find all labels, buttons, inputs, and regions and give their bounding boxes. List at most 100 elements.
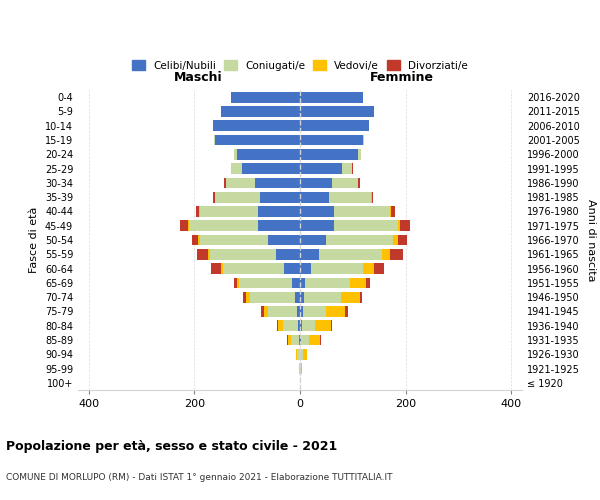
- Bar: [309, 334, 320, 345]
- Bar: [291, 334, 299, 345]
- Bar: [300, 278, 305, 288]
- Text: Popolazione per età, sesso e stato civile - 2021: Popolazione per età, sesso e stato civil…: [6, 440, 337, 453]
- Bar: [302, 306, 326, 317]
- Bar: [300, 192, 329, 202]
- Bar: [300, 106, 374, 117]
- Bar: [298, 306, 300, 317]
- Bar: [350, 278, 366, 288]
- Bar: [262, 306, 264, 317]
- Bar: [258, 206, 300, 217]
- Bar: [213, 120, 300, 131]
- Text: COMUNE DI MORLUPO (RM) - Dati ISTAT 1° gennaio 2021 - Elaborazione TUTTITALIA.IT: COMUNE DI MORLUPO (RM) - Dati ISTAT 1° g…: [6, 473, 392, 482]
- Bar: [278, 320, 283, 331]
- Bar: [255, 178, 300, 188]
- Text: Femmine: Femmine: [370, 71, 434, 84]
- Bar: [231, 163, 242, 174]
- Bar: [231, 92, 300, 102]
- Bar: [358, 149, 361, 160]
- Bar: [341, 292, 360, 302]
- Bar: [211, 263, 221, 274]
- Bar: [300, 292, 304, 302]
- Bar: [198, 234, 200, 246]
- Bar: [223, 263, 284, 274]
- Bar: [319, 249, 382, 260]
- Bar: [214, 192, 215, 202]
- Bar: [342, 163, 352, 174]
- Bar: [208, 249, 210, 260]
- Bar: [292, 278, 300, 288]
- Text: Maschi: Maschi: [173, 71, 222, 84]
- Bar: [250, 292, 295, 302]
- Bar: [364, 263, 374, 274]
- Bar: [300, 320, 302, 331]
- Y-axis label: Fasce di età: Fasce di età: [29, 207, 39, 273]
- Bar: [296, 349, 298, 360]
- Bar: [301, 334, 309, 345]
- Bar: [242, 163, 300, 174]
- Bar: [200, 234, 268, 246]
- Y-axis label: Anni di nascita: Anni di nascita: [586, 198, 596, 281]
- Bar: [264, 306, 268, 317]
- Bar: [258, 220, 300, 231]
- Bar: [245, 292, 250, 302]
- Bar: [390, 206, 391, 217]
- Bar: [329, 192, 371, 202]
- Bar: [352, 163, 353, 174]
- Bar: [284, 263, 300, 274]
- Bar: [300, 220, 334, 231]
- Bar: [400, 220, 410, 231]
- Bar: [300, 120, 369, 131]
- Bar: [358, 178, 360, 188]
- Bar: [315, 320, 331, 331]
- Bar: [391, 206, 395, 217]
- Bar: [390, 249, 403, 260]
- Bar: [300, 234, 326, 246]
- Bar: [221, 106, 300, 117]
- Bar: [332, 178, 358, 188]
- Bar: [302, 320, 315, 331]
- Bar: [234, 149, 236, 160]
- Bar: [302, 349, 307, 360]
- Bar: [301, 363, 302, 374]
- Bar: [277, 320, 278, 331]
- Bar: [300, 334, 301, 345]
- Bar: [268, 306, 298, 317]
- Bar: [180, 220, 188, 231]
- Bar: [298, 349, 300, 360]
- Bar: [300, 306, 302, 317]
- Bar: [221, 263, 223, 274]
- Bar: [300, 92, 364, 102]
- Bar: [239, 278, 292, 288]
- Bar: [196, 206, 199, 217]
- Bar: [305, 278, 350, 288]
- Bar: [372, 192, 373, 202]
- Bar: [260, 192, 300, 202]
- Legend: Celibi/Nubili, Coniugati/e, Vedovi/e, Divorziati/e: Celibi/Nubili, Coniugati/e, Vedovi/e, Di…: [128, 56, 472, 75]
- Bar: [214, 134, 215, 145]
- Bar: [188, 220, 189, 231]
- Bar: [366, 278, 370, 288]
- Bar: [215, 192, 260, 202]
- Bar: [215, 134, 300, 145]
- Bar: [374, 263, 383, 274]
- Bar: [300, 249, 319, 260]
- Bar: [300, 349, 302, 360]
- Bar: [234, 278, 236, 288]
- Bar: [398, 234, 407, 246]
- Bar: [360, 292, 362, 302]
- Bar: [334, 206, 390, 217]
- Bar: [334, 220, 398, 231]
- Bar: [287, 334, 289, 345]
- Bar: [300, 263, 311, 274]
- Bar: [311, 263, 364, 274]
- Bar: [326, 306, 345, 317]
- Bar: [382, 249, 390, 260]
- Bar: [191, 234, 198, 246]
- Bar: [345, 306, 347, 317]
- Bar: [197, 249, 208, 260]
- Bar: [189, 220, 258, 231]
- Bar: [226, 178, 255, 188]
- Bar: [300, 163, 342, 174]
- Bar: [236, 278, 239, 288]
- Bar: [210, 249, 276, 260]
